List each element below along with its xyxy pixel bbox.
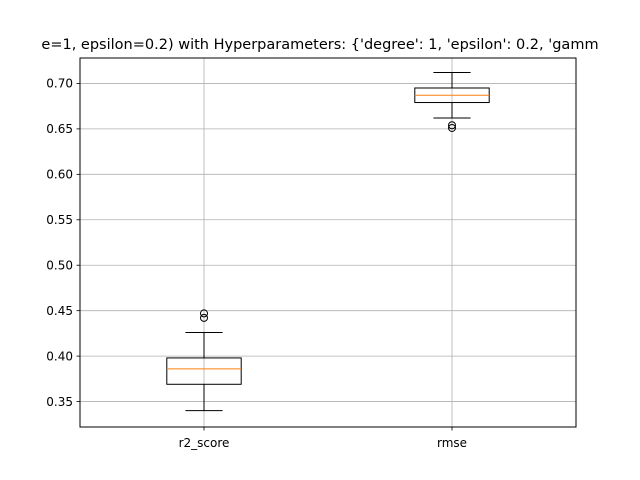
outlier-point <box>200 313 208 322</box>
y-tick-label: 0.50 <box>46 259 73 273</box>
y-tick-label: 0.70 <box>46 77 73 91</box>
box-rmse <box>414 72 490 132</box>
y-tick-label: 0.40 <box>46 349 73 363</box>
outlier-point <box>448 121 456 130</box>
axes: 0.35 0.40 0.45 0.50 0.55 0.60 0.65 0.70 r2_score… <box>46 77 467 450</box>
y-tick-label: 0.45 <box>46 304 73 318</box>
box-r2_score <box>166 309 242 412</box>
y-tick-label: 0.55 <box>46 213 73 227</box>
box-plots <box>166 72 490 412</box>
outlier-point <box>200 309 208 318</box>
x-tick-label: rmse <box>437 436 467 450</box>
y-tick-label: 0.65 <box>46 122 73 136</box>
x-tick-label: r2_score <box>179 436 230 450</box>
y-tick-label: 0.60 <box>46 168 73 182</box>
grid-lines <box>80 58 576 427</box>
y-tick-label: 0.35 <box>46 395 73 409</box>
chart-title: e=1, epsilon=0.2) with Hyperparameters: … <box>41 37 598 53</box>
outlier-point <box>448 123 456 132</box>
iqr-box <box>166 357 242 385</box>
plot-area-frame <box>79 57 577 428</box>
